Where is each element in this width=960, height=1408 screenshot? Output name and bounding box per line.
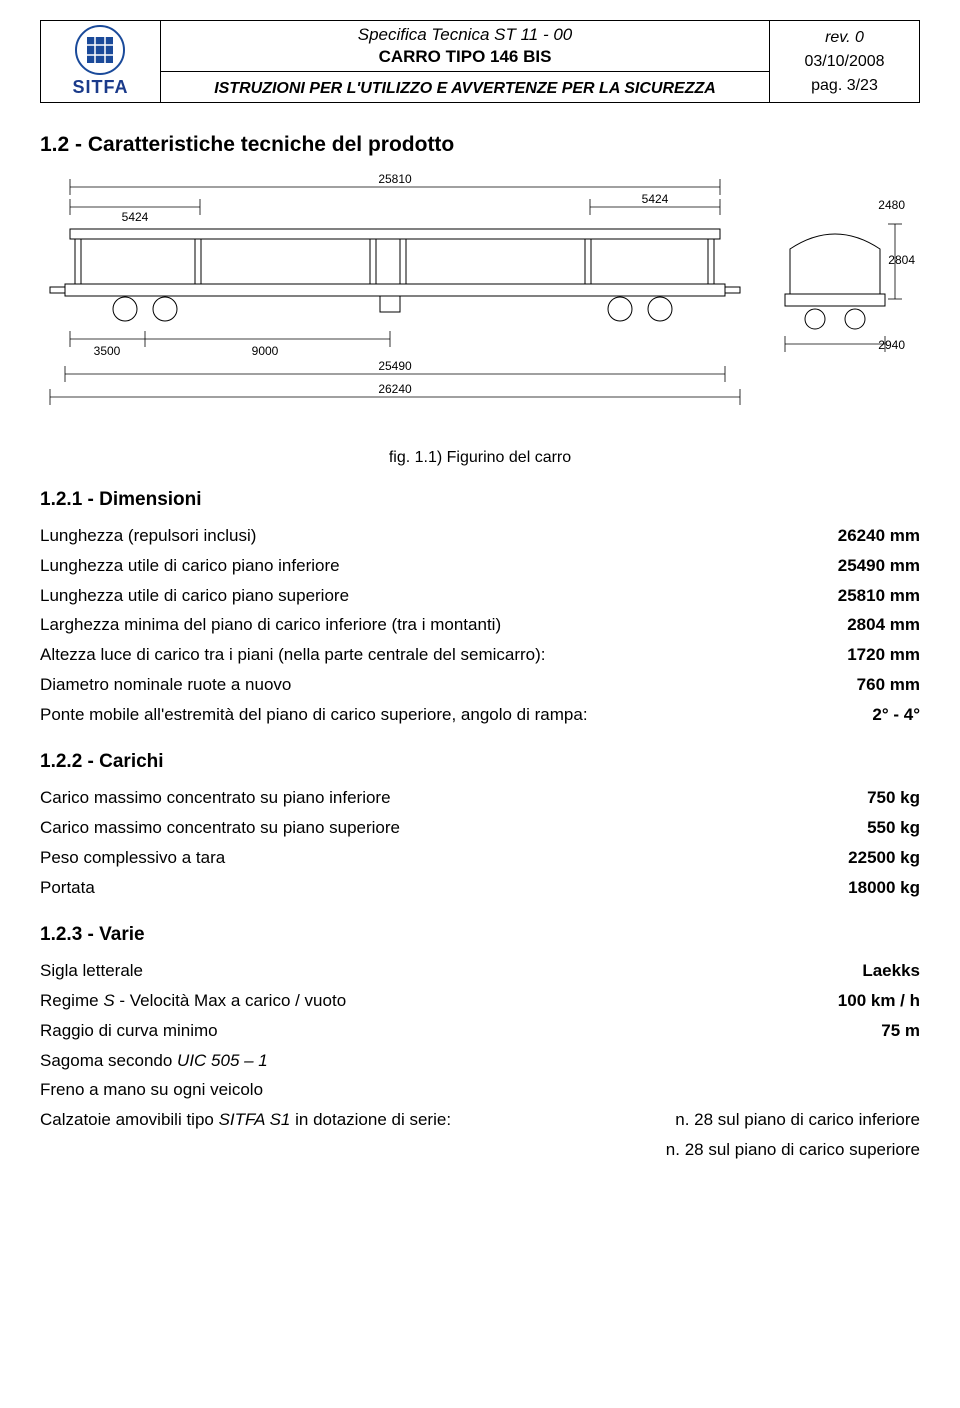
- dim-2804: 2804: [888, 253, 915, 267]
- header-subtitle: ISTRUZIONI PER L'UTILIZZO E AVVERTENZE P…: [171, 80, 759, 98]
- spec-row: Lunghezza utile di carico piano superior…: [40, 581, 920, 611]
- spec-value: 1720 mm: [827, 640, 920, 670]
- spec-line: Specifica Tecnica ST 11 - 00: [171, 25, 759, 45]
- header-title: CARRO TIPO 146 BIS: [171, 47, 759, 67]
- spec-value: 2° - 4°: [852, 700, 920, 730]
- spec-row: Carico massimo concentrato su piano infe…: [40, 783, 920, 813]
- spec-value: 25490 mm: [818, 551, 920, 581]
- spec-label: Sagoma secondo UIC 505 – 1: [40, 1046, 920, 1076]
- spec-value: 2804 mm: [827, 610, 920, 640]
- doc-header: SITFA Specifica Tecnica ST 11 - 00 CARRO…: [40, 20, 920, 103]
- spec-label: Carico massimo concentrato su piano infe…: [40, 783, 847, 813]
- spec-value: 75 m: [861, 1016, 920, 1046]
- spec-row: Diametro nominale ruote a nuovo760 mm: [40, 670, 920, 700]
- header-subtitle-cell: ISTRUZIONI PER L'UTILIZZO E AVVERTENZE P…: [161, 72, 770, 103]
- calzatoie-row: Calzatoie amovibili tipo SITFA S1 in dot…: [40, 1105, 920, 1135]
- carichi-list: Carico massimo concentrato su piano infe…: [40, 783, 920, 902]
- page: pag. 3/23: [780, 74, 909, 98]
- spec-label: Altezza luce di carico tra i piani (nell…: [40, 640, 827, 670]
- spec-label: Sigla letterale: [40, 956, 842, 986]
- logo-text: SITFA: [72, 77, 128, 98]
- dim-right: 5424: [642, 192, 669, 206]
- spec-label: Diametro nominale ruote a nuovo: [40, 670, 837, 700]
- spec-row: Freno a mano su ogni veicolo: [40, 1075, 920, 1105]
- spec-label: Lunghezza utile di carico piano superior…: [40, 581, 818, 611]
- dim-2940: 2940: [878, 338, 905, 352]
- spec-label: Freno a mano su ogni veicolo: [40, 1075, 920, 1105]
- dim-3500: 3500: [94, 344, 121, 358]
- spec-row: Altezza luce di carico tra i piani (nell…: [40, 640, 920, 670]
- spec-value: 22500 kg: [828, 843, 920, 873]
- spec-label: Lunghezza (repulsori inclusi): [40, 521, 818, 551]
- spec-value: 750 kg: [847, 783, 920, 813]
- spec-row: Regime S - Velocità Max a carico / vuoto…: [40, 986, 920, 1016]
- spec-label: Portata: [40, 873, 828, 903]
- spec-label: Raggio di curva minimo: [40, 1016, 861, 1046]
- spec-row: Lunghezza (repulsori inclusi)26240 mm: [40, 521, 920, 551]
- spec-row: Peso complessivo a tara22500 kg: [40, 843, 920, 873]
- spec-value: 760 mm: [837, 670, 920, 700]
- varie-heading: 1.2.3 - Varie: [40, 924, 920, 946]
- wagon-drawing: 25810 5424 5424: [40, 169, 920, 419]
- spec-label: Regime S - Velocità Max a carico / vuoto: [40, 986, 818, 1016]
- spec-row: Ponte mobile all'estremità del piano di …: [40, 700, 920, 730]
- spec-label: Peso complessivo a tara: [40, 843, 828, 873]
- logo-icon: [75, 25, 125, 75]
- logo-cell: SITFA: [41, 21, 161, 103]
- calzatoie-row2: n. 28 sul piano di carico superiore: [40, 1135, 920, 1165]
- calzatoie-line1: n. 28 sul piano di carico inferiore: [550, 1105, 920, 1135]
- spec-value: Laekks: [842, 956, 920, 986]
- rev: rev. 0: [780, 26, 909, 50]
- spec-value: 100 km / h: [818, 986, 920, 1016]
- carichi-heading: 1.2.2 - Carichi: [40, 751, 920, 773]
- dim-26240: 26240: [378, 382, 412, 396]
- figure-caption: fig. 1.1) Figurino del carro: [40, 449, 920, 467]
- spec-value: 25810 mm: [818, 581, 920, 611]
- dim-2480: 2480: [878, 198, 905, 212]
- header-title-cell: Specifica Tecnica ST 11 - 00 CARRO TIPO …: [161, 21, 770, 72]
- spec-label: Larghezza minima del piano di carico inf…: [40, 610, 827, 640]
- spec-value: 26240 mm: [818, 521, 920, 551]
- dim-25490: 25490: [378, 359, 412, 373]
- dim-total: 25810: [378, 172, 412, 186]
- spec-label: Carico massimo concentrato su piano supe…: [40, 813, 847, 843]
- spec-row: Sigla letteraleLaekks: [40, 956, 920, 986]
- dim-left: 5424: [122, 210, 149, 224]
- section-title: 1.2 - Caratteristiche tecniche del prodo…: [40, 133, 920, 157]
- spec-row: Carico massimo concentrato su piano supe…: [40, 813, 920, 843]
- spec-row: Portata18000 kg: [40, 873, 920, 903]
- spec-row: Raggio di curva minimo75 m: [40, 1016, 920, 1046]
- header-meta-cell: rev. 0 03/10/2008 pag. 3/23: [770, 21, 920, 103]
- logo: SITFA: [72, 25, 128, 98]
- dimensioni-heading: 1.2.1 - Dimensioni: [40, 489, 920, 511]
- dimensioni-list: Lunghezza (repulsori inclusi)26240 mmLun…: [40, 521, 920, 729]
- date: 03/10/2008: [780, 50, 909, 74]
- spec-row: Lunghezza utile di carico piano inferior…: [40, 551, 920, 581]
- varie-list: Sigla letteraleLaekksRegime S - Velocità…: [40, 956, 920, 1105]
- calzatoie-label: Calzatoie amovibili tipo SITFA S1 in dot…: [40, 1105, 550, 1135]
- spec-value: 550 kg: [847, 813, 920, 843]
- technical-diagram: 25810 5424 5424: [40, 169, 920, 419]
- spec-value: 18000 kg: [828, 873, 920, 903]
- dim-9000: 9000: [252, 344, 279, 358]
- calzatoie-line2: n. 28 sul piano di carico superiore: [550, 1135, 920, 1165]
- spec-label: Ponte mobile all'estremità del piano di …: [40, 700, 852, 730]
- spec-label: Lunghezza utile di carico piano inferior…: [40, 551, 818, 581]
- spec-row: Sagoma secondo UIC 505 – 1: [40, 1046, 920, 1076]
- spec-row: Larghezza minima del piano di carico inf…: [40, 610, 920, 640]
